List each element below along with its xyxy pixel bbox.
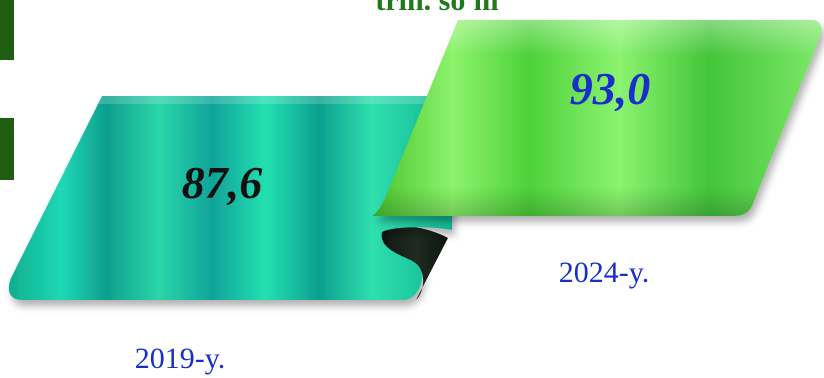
bar-2019-shape [8,96,453,300]
ribbon-fold [368,224,448,300]
value-label-2024: 93,0 [570,63,651,114]
bar-2019 [8,96,453,300]
left-tab-bottom [0,118,14,180]
bar-2019-highlight [98,96,452,104]
category-label-2024: 2024-y. [559,256,650,289]
category-label-2019: 2019-y. [135,342,226,375]
bar-2024-sheen [372,20,822,216]
left-tab-top [0,0,14,60]
value-label-2019: 87,6 [182,157,263,208]
bar-2024 [372,20,822,216]
chart-title: trln. so'm [375,0,498,17]
